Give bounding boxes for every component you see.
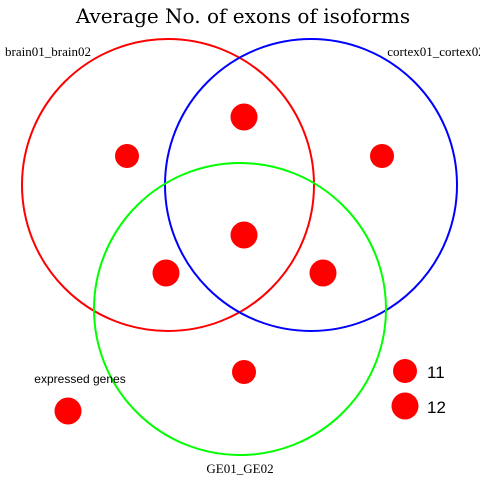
region-marker bbox=[232, 360, 256, 384]
legend-label-12: 12 bbox=[427, 398, 446, 417]
set-circle-brain bbox=[21, 38, 315, 332]
legend-marker-11 bbox=[393, 359, 417, 383]
region-marker bbox=[309, 259, 337, 287]
set-label-ge: GE01_GE02 bbox=[206, 461, 273, 476]
region-marker bbox=[370, 144, 394, 168]
size-legend: 11 12 bbox=[391, 359, 446, 420]
region-marker bbox=[115, 144, 139, 168]
legend-label-11: 11 bbox=[427, 363, 445, 382]
set-label-cortex: cortex01_cortex02 bbox=[387, 44, 480, 59]
region-markers bbox=[115, 103, 394, 384]
outside-caption: expressed genes bbox=[34, 372, 125, 386]
region-marker bbox=[152, 259, 180, 287]
set-circle-ge bbox=[93, 162, 387, 456]
set-circle-cortex bbox=[164, 38, 458, 332]
region-marker bbox=[230, 103, 258, 131]
diagram-title: Average No. of exons of isoforms bbox=[75, 4, 410, 28]
set-label-brain: brain01_brain02 bbox=[5, 44, 91, 59]
region-marker bbox=[230, 221, 258, 249]
legend-marker-12 bbox=[391, 392, 419, 420]
outside-marker bbox=[54, 397, 82, 425]
